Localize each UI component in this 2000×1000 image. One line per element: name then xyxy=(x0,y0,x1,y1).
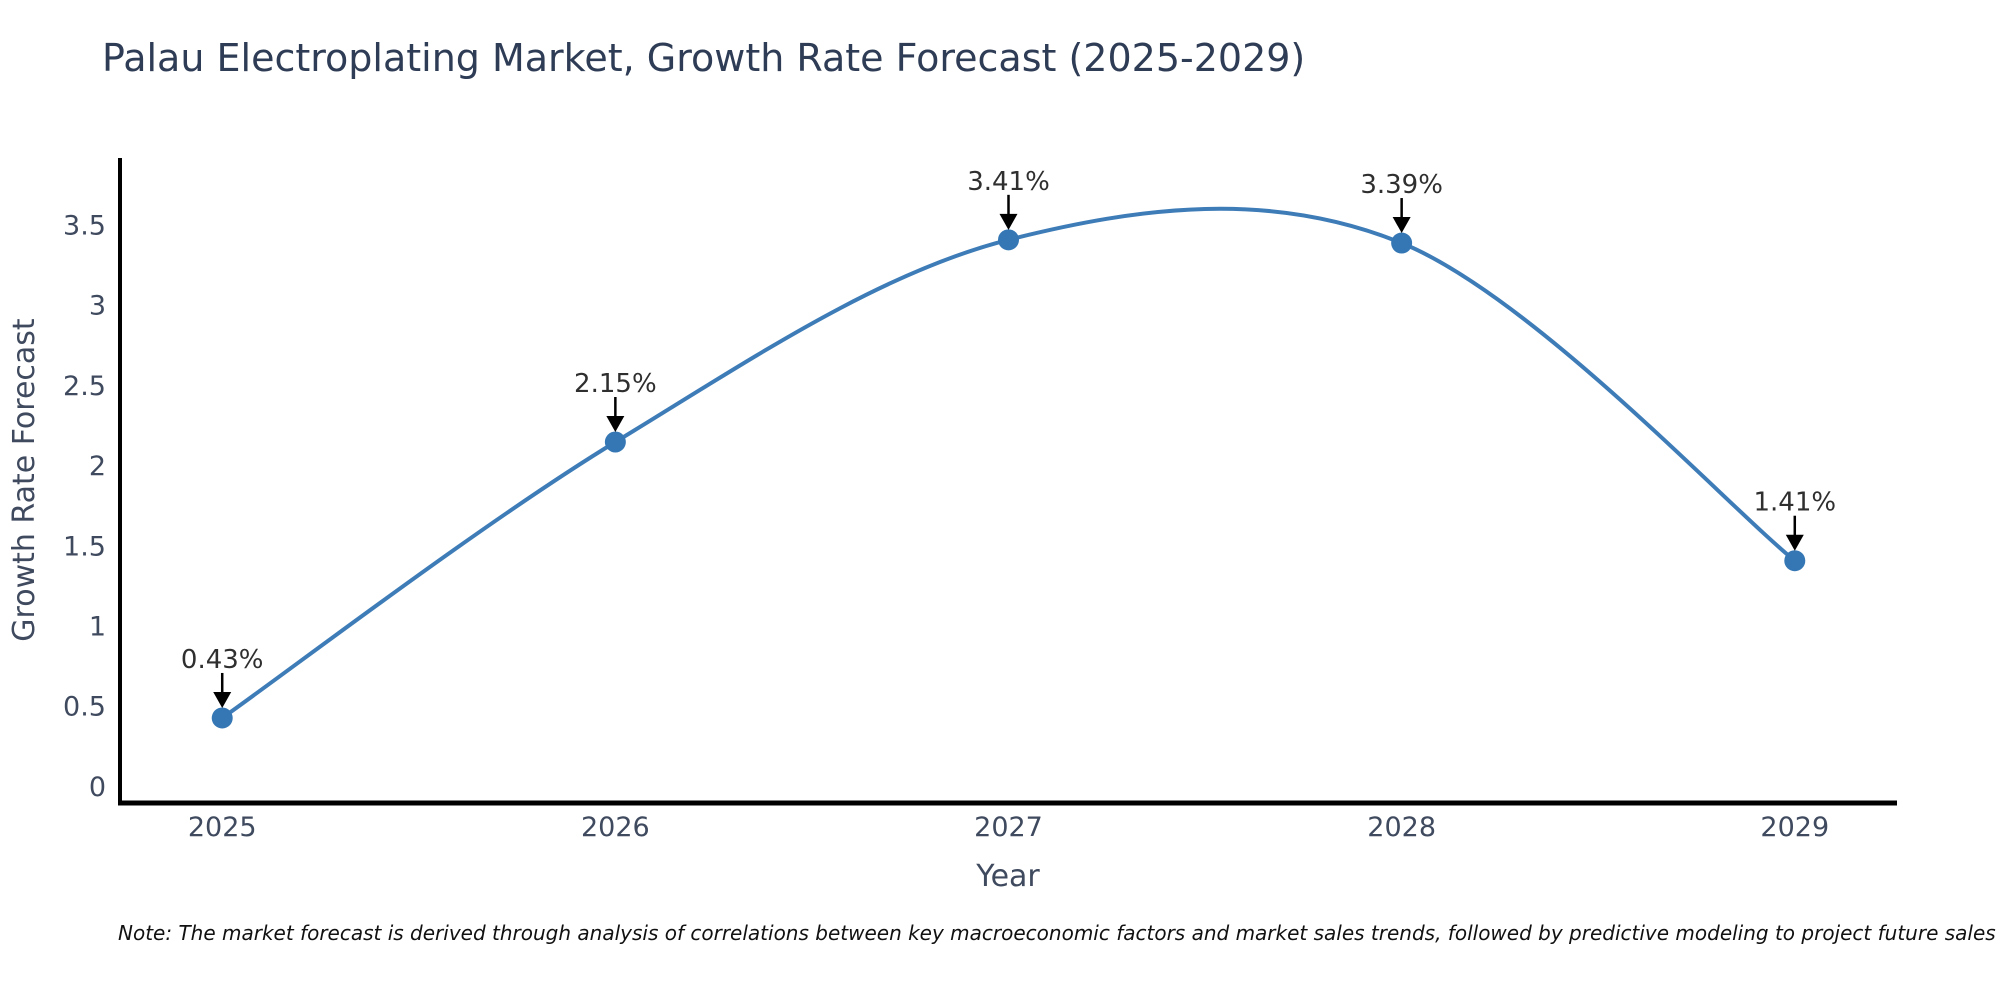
point-annotation: 3.39% xyxy=(1360,170,1443,234)
x-tick-label: 2026 xyxy=(581,812,650,843)
data-point-marker xyxy=(998,229,1019,251)
chart-title: Palau Electroplating Market, Growth Rate… xyxy=(102,36,1306,80)
x-tick-labels: 2025 2026 2027 2028 2029 xyxy=(188,812,1829,843)
footnote: Note: The market forecast is derived thr… xyxy=(118,921,2000,945)
annotation-arrowhead xyxy=(999,213,1018,230)
y-tick-label: 3.5 xyxy=(63,210,106,241)
point-annotations: 0.43% 2.15% 3.41% 3.39% 1.41% xyxy=(181,167,1836,708)
x-tick-label: 2027 xyxy=(974,812,1043,843)
point-annotation: 3.41% xyxy=(967,167,1050,230)
annotation-arrowhead xyxy=(213,691,232,708)
point-annotation-label: 1.41% xyxy=(1753,488,1836,518)
data-point-marker xyxy=(1784,550,1806,572)
x-tick-label: 2028 xyxy=(1367,812,1436,843)
y-tick-label: 1 xyxy=(89,612,106,643)
y-tick-labels: 0 0.5 1 1.5 2 2.5 3 3.5 xyxy=(63,210,106,803)
y-tick-label: 3 xyxy=(89,291,106,322)
point-annotation: 1.41% xyxy=(1753,488,1836,551)
trend-line-series xyxy=(211,206,1806,729)
annotation-arrowhead xyxy=(1392,217,1411,234)
annotation-arrowhead xyxy=(606,415,625,432)
y-tick-label: 2 xyxy=(89,451,106,482)
y-tick-label: 0.5 xyxy=(63,692,106,723)
trend-line xyxy=(221,206,1797,720)
data-point-marker xyxy=(604,431,626,453)
data-point-marker xyxy=(1391,232,1413,254)
annotation-arrowhead xyxy=(1785,534,1804,551)
point-annotation-label: 3.39% xyxy=(1360,170,1443,200)
point-annotation-label: 3.41% xyxy=(967,167,1050,197)
y-axis-title: Growth Rate Forecast xyxy=(7,318,42,642)
point-annotation: 2.15% xyxy=(574,369,657,432)
y-tick-label: 0 xyxy=(89,772,106,803)
y-tick-label: 1.5 xyxy=(63,531,106,562)
point-annotation-label: 2.15% xyxy=(574,369,657,399)
point-annotation-label: 0.43% xyxy=(181,645,264,675)
x-tick-label: 2025 xyxy=(188,812,257,843)
data-point-marker xyxy=(211,707,233,729)
x-tick-label: 2029 xyxy=(1760,812,1829,843)
point-annotation: 0.43% xyxy=(181,645,264,708)
footnote-text: Note: The market forecast is derived thr… xyxy=(118,921,1996,945)
x-axis-title: Year xyxy=(975,859,1040,894)
y-tick-label: 2.5 xyxy=(63,371,106,402)
